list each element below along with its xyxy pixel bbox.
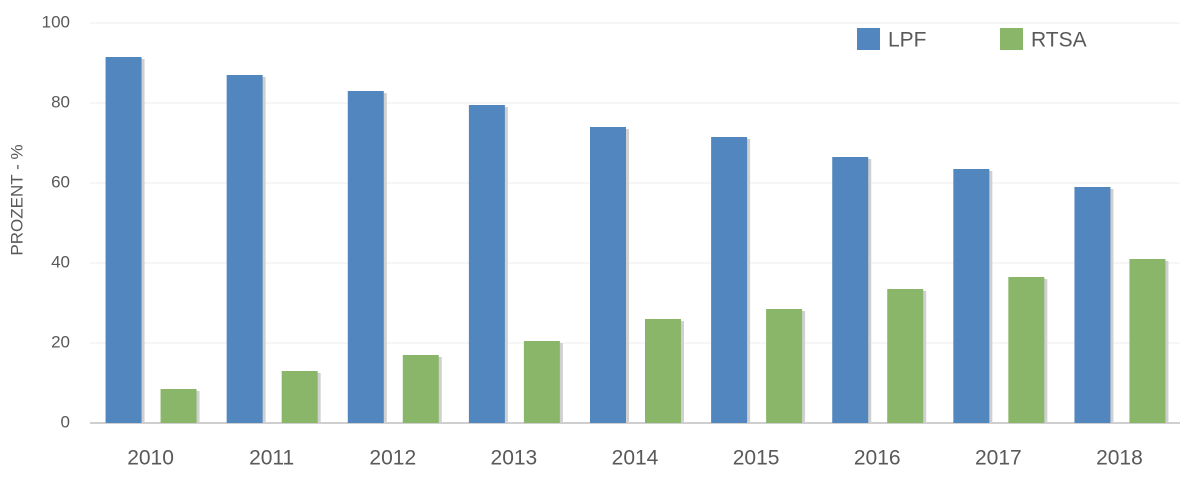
x-tick-label: 2016 — [854, 447, 901, 470]
bar — [1008, 277, 1045, 423]
bar — [645, 319, 681, 423]
x-tick-label: 2011 — [249, 447, 294, 470]
y-tick-label: 80 — [51, 92, 70, 111]
bar — [1129, 259, 1166, 423]
y-tick-label: 20 — [51, 332, 70, 351]
y-tick-label: 40 — [51, 252, 70, 271]
bar — [711, 137, 748, 423]
bar — [590, 127, 626, 423]
x-tick-label: 2015 — [733, 447, 780, 470]
bar — [953, 169, 990, 423]
y-axis-label: PROZENT - % — [7, 144, 26, 255]
legend-swatch — [1000, 28, 1023, 50]
y-tick-label: 60 — [51, 172, 70, 191]
bar — [160, 389, 197, 423]
bar — [468, 105, 505, 423]
bar — [832, 157, 869, 423]
bar — [105, 57, 142, 423]
bar — [523, 341, 560, 423]
bar — [226, 75, 263, 423]
legend-label: RTSA — [1031, 29, 1087, 52]
y-tick-label: 0 — [61, 412, 70, 431]
x-tick-label: 2018 — [1096, 447, 1143, 470]
y-tick-label: 100 — [42, 12, 70, 31]
legend-swatch — [857, 28, 880, 50]
bar — [766, 309, 803, 423]
x-tick-label: 2012 — [369, 447, 416, 470]
bar — [281, 371, 318, 423]
x-tick-label: 2017 — [975, 447, 1022, 470]
bar — [402, 355, 439, 423]
bar — [887, 289, 924, 423]
x-tick-label: 2013 — [491, 447, 538, 470]
legend-label: LPF — [888, 29, 927, 52]
x-tick-label: 2014 — [612, 447, 659, 470]
x-tick-label: 2010 — [127, 447, 174, 470]
bar — [347, 91, 384, 423]
bar — [1074, 187, 1111, 423]
